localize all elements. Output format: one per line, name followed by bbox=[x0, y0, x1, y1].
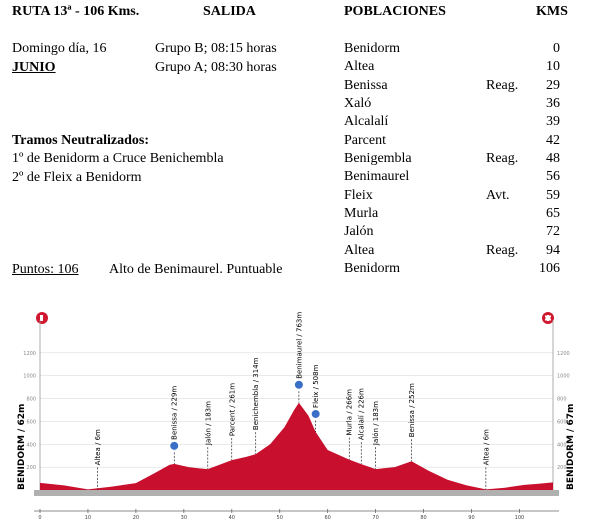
town: Benidorm bbox=[344, 260, 400, 276]
document: RUTA 13ª - 106 Kms. SALIDA POBLACIONES K… bbox=[12, 4, 568, 277]
x-tick-label: 60 bbox=[324, 515, 330, 521]
town-km: 39 bbox=[546, 114, 560, 130]
route-title: RUTA 13ª - 106 Kms. bbox=[12, 4, 140, 19]
town: Fleix bbox=[344, 187, 373, 203]
x-tick-label: 0 bbox=[38, 515, 41, 521]
month: JUNIO bbox=[12, 60, 56, 75]
marker-label: Fleix / 508m bbox=[312, 364, 320, 408]
y-tick-label: 400 bbox=[26, 442, 36, 448]
town: Benissa bbox=[344, 77, 388, 93]
x-tick-label: 70 bbox=[372, 515, 378, 521]
town: Jalón bbox=[344, 224, 374, 240]
day: Domingo día, 16 bbox=[12, 41, 107, 56]
puntos-label: Puntos: 106 bbox=[12, 262, 79, 277]
tramo: 1º de Benidorm a Cruce Benichembla bbox=[12, 151, 224, 166]
elevation-area bbox=[40, 402, 553, 490]
town-km: 65 bbox=[546, 205, 560, 221]
x-tick-label: 20 bbox=[133, 515, 139, 521]
town: Benidorm bbox=[344, 41, 400, 56]
y-tick-label: 200 bbox=[26, 465, 36, 471]
marker-label: Altea / 6m bbox=[482, 429, 490, 465]
x-tick-label: 30 bbox=[181, 515, 187, 521]
x-tick-label: 50 bbox=[277, 515, 283, 521]
x-tick-label: 90 bbox=[468, 515, 474, 521]
marker-label: Alcalalí / 226m bbox=[358, 388, 366, 440]
finish-label: BENIDORM / 67m bbox=[566, 404, 576, 490]
town: Xaló bbox=[344, 95, 372, 111]
km-strip bbox=[34, 490, 559, 496]
group: Grupo B; 08:15 horas bbox=[155, 41, 277, 56]
town-note: Avt. bbox=[486, 187, 510, 203]
marker-label: Benimaurel / 763m bbox=[295, 312, 303, 379]
marker-label: Jalón / 183m bbox=[204, 401, 212, 446]
y-tick-label: 600 bbox=[557, 419, 567, 425]
x-tick-label: 100 bbox=[515, 515, 525, 521]
town-km: 72 bbox=[546, 224, 560, 240]
puntos-text: Alto de Benimaurel. Puntuable bbox=[109, 262, 283, 277]
town-km: 106 bbox=[539, 260, 560, 276]
marker-label: Altea / 6m bbox=[94, 429, 102, 465]
kms-heading: KMS bbox=[536, 4, 568, 19]
start-icon bbox=[36, 312, 48, 324]
x-tick-label: 10 bbox=[85, 515, 91, 521]
town-km: 42 bbox=[546, 132, 560, 148]
town: Altea bbox=[344, 59, 375, 75]
marker-label: Benichembla / 314m bbox=[252, 357, 260, 430]
marker-label: Benissa / 229m bbox=[171, 386, 179, 440]
town-km: 48 bbox=[546, 150, 560, 166]
town: Benimaurel bbox=[344, 169, 410, 185]
town: Altea bbox=[344, 242, 375, 258]
marker-label: Jalón / 183m bbox=[372, 401, 380, 446]
tramo: 2º de Fleix a Benidorm bbox=[12, 170, 142, 185]
town-km: 36 bbox=[546, 95, 560, 111]
tramos-title: Tramos Neutralizados: bbox=[12, 133, 149, 148]
x-tick-label: 40 bbox=[229, 515, 235, 521]
town-note: Reag. bbox=[486, 150, 519, 166]
y-tick-label: 1000 bbox=[557, 374, 570, 380]
marker-label: Murla / 266m bbox=[346, 389, 354, 436]
marker-label: Parcent / 261m bbox=[228, 383, 236, 436]
y-tick-label: 400 bbox=[557, 442, 567, 448]
town: Benigembla bbox=[344, 150, 412, 166]
start-label: BENIDORM / 62m bbox=[17, 404, 27, 490]
town: Murla bbox=[344, 205, 379, 221]
town-note: Reag. bbox=[486, 77, 519, 93]
marker-label: Benissa / 252m bbox=[408, 383, 416, 437]
town-km: 94 bbox=[546, 242, 560, 258]
y-tick-label: 1200 bbox=[23, 351, 36, 357]
y-tick-label: 600 bbox=[26, 419, 36, 425]
town-km: 0 bbox=[553, 41, 560, 56]
salida-heading: SALIDA bbox=[203, 4, 256, 19]
y-tick-label: 200 bbox=[557, 465, 567, 471]
town-note: Reag. bbox=[486, 242, 519, 258]
kom-icon bbox=[310, 408, 321, 419]
town: Alcalalí bbox=[344, 114, 389, 130]
y-tick-label: 800 bbox=[26, 397, 36, 403]
kom-icon bbox=[169, 440, 180, 451]
town-km: 10 bbox=[546, 59, 560, 75]
x-tick-label: 80 bbox=[420, 515, 426, 521]
y-tick-label: 800 bbox=[557, 397, 567, 403]
town-km: 59 bbox=[546, 187, 560, 203]
poblaciones-heading: POBLACIONES bbox=[344, 4, 446, 19]
town: Parcent bbox=[344, 132, 386, 148]
finish-icon bbox=[542, 312, 554, 324]
kom-icon bbox=[293, 379, 304, 390]
town-km: 56 bbox=[546, 169, 560, 185]
y-tick-label: 1000 bbox=[23, 374, 36, 380]
y-tick-label: 1200 bbox=[557, 351, 570, 357]
group: Grupo A; 08:30 horas bbox=[155, 60, 277, 75]
town-km: 29 bbox=[546, 77, 560, 93]
